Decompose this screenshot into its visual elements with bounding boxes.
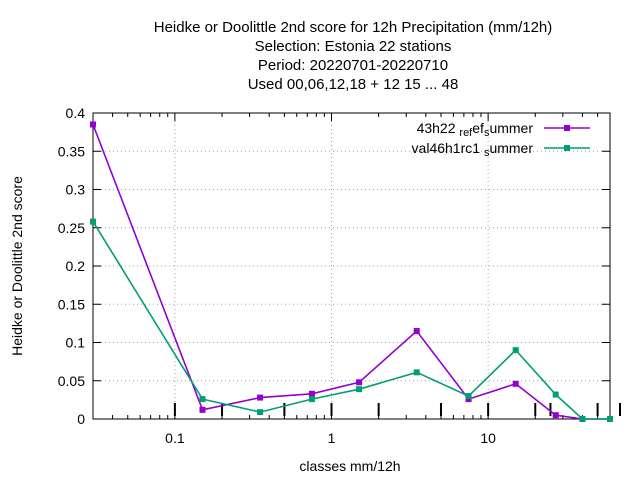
series-2-point xyxy=(199,396,206,403)
series-2-point xyxy=(308,396,315,403)
series-2-point xyxy=(465,393,472,400)
legend-label-2: val46h1rc1 summer xyxy=(412,140,534,159)
x-tick-label: 10 xyxy=(480,430,496,446)
chart-title-line-1: Heidke or Doolittle 2nd score for 12h Pr… xyxy=(154,19,553,36)
y-tick-label: 0.35 xyxy=(58,143,85,159)
series-1-point xyxy=(308,390,315,397)
series-1-point xyxy=(413,328,420,335)
x-tick-label: 1 xyxy=(328,430,336,446)
series-2-point xyxy=(512,347,519,354)
series xyxy=(90,121,613,422)
y-tick-label: 0.05 xyxy=(58,373,85,389)
plot-border xyxy=(92,112,611,420)
series-2-point xyxy=(413,369,420,376)
tick-labels: 0 0.05 0.1 0.15 0.2 0.25 0.3 0.35 0.4 0.1 1 10 xyxy=(58,105,496,446)
chart-title-line-3: Period: 20220701-20220710 xyxy=(258,57,448,74)
chart-title: Heidke or Doolittle 2nd score for 12h Pr… xyxy=(154,19,553,93)
legend-marker-2 xyxy=(564,145,570,151)
y-tick-label: 0.25 xyxy=(58,220,85,236)
series-1-point xyxy=(199,406,206,413)
y-tick-label: 0.3 xyxy=(66,182,86,198)
y-tick-label: 0.15 xyxy=(58,296,85,312)
y-tick-label: 0 xyxy=(77,411,85,427)
y-tick-label: 0.2 xyxy=(66,258,86,274)
y-tick-label: 0.4 xyxy=(66,105,86,121)
series-1-point xyxy=(356,379,363,386)
series-2-point xyxy=(607,416,613,422)
series-2-point xyxy=(257,409,264,416)
grid xyxy=(93,113,610,419)
x-axis-label: classes mm/12h xyxy=(299,458,400,474)
y-tick-label: 0.1 xyxy=(66,335,86,351)
series-1-point xyxy=(552,412,559,419)
series-2-point xyxy=(356,386,363,393)
y-axis-label: Heidke or Doolittle 2nd score xyxy=(9,176,25,356)
series-1-point xyxy=(257,394,264,401)
series-2-point xyxy=(90,218,96,225)
legend-label-1: 43h22 refefsummer xyxy=(417,120,534,139)
series-2-point xyxy=(579,416,586,422)
series-1-point xyxy=(90,121,96,128)
series-1-point xyxy=(512,380,519,387)
x-tick-label: 0.1 xyxy=(165,430,185,446)
series-1-point xyxy=(465,396,472,403)
legend-marker-1 xyxy=(564,125,570,131)
chart-title-line-4: Used 00,06,12,18 + 12 15 ... 48 xyxy=(248,76,459,93)
series-2-point xyxy=(552,391,559,398)
chart-title-line-2: Selection: Estonia 22 stations xyxy=(255,38,452,55)
